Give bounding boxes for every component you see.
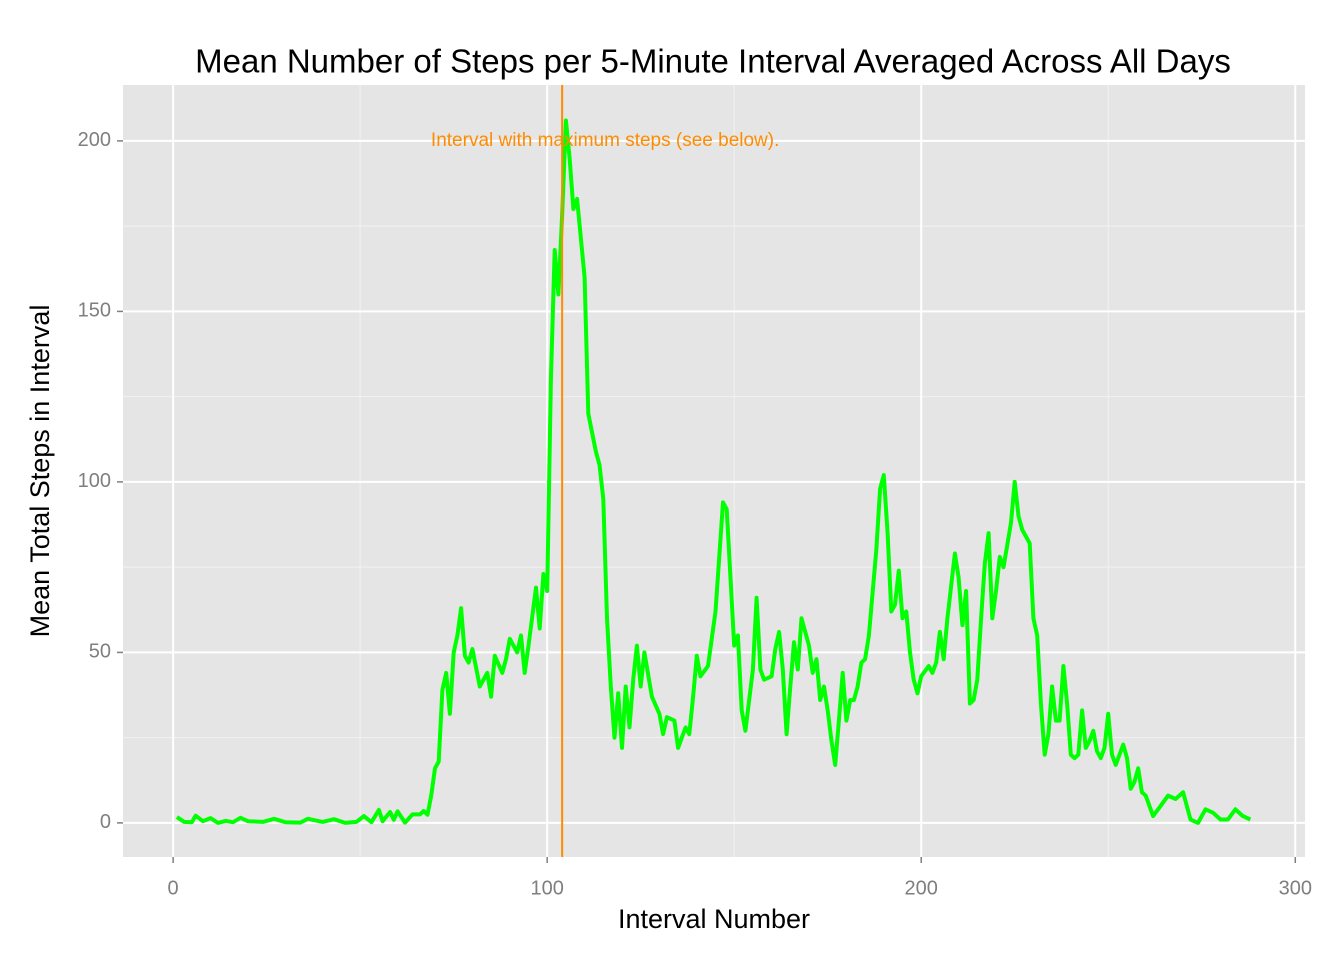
annotation: Interval with maximum steps (see below). xyxy=(431,130,779,151)
y-tick-label: 50 xyxy=(89,641,111,663)
y-tick-label: 100 xyxy=(78,470,111,492)
y-tick-label: 150 xyxy=(78,300,111,322)
y-tick-label: 200 xyxy=(78,129,111,151)
data-line xyxy=(175,118,1252,825)
y-tick-label: 0 xyxy=(100,811,111,833)
y-axis-label: Mean Total Steps in Interval xyxy=(25,305,55,638)
x-axis-label: Interval Number xyxy=(618,904,810,934)
chart-title: Mean Number of Steps per 5-Minute Interv… xyxy=(195,43,1231,80)
x-tick-label: 300 xyxy=(1279,877,1312,899)
x-tick-label: 0 xyxy=(168,877,179,899)
x-tick-label: 100 xyxy=(530,877,563,899)
x-tick-label: 200 xyxy=(905,877,938,899)
plot-background xyxy=(123,85,1305,857)
